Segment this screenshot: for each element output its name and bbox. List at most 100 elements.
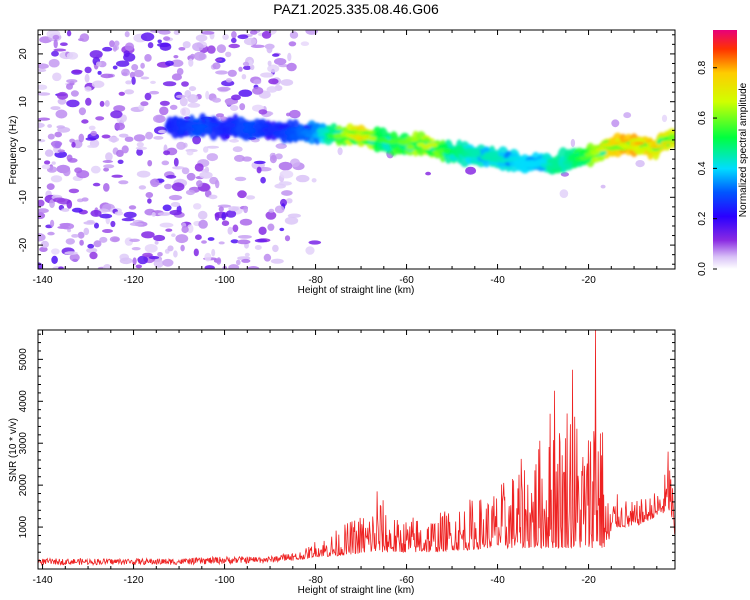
spectrogram-noise-blob xyxy=(231,37,237,44)
spectrogram-noise-blob xyxy=(124,136,134,142)
spectrogram-noise-blob xyxy=(66,99,80,108)
spectrogram-noise-blob xyxy=(168,194,183,201)
spectrogram-noise-blob xyxy=(188,58,194,67)
spectrogram-noise-blob xyxy=(186,172,196,181)
spectrogram-noise-blob xyxy=(77,231,85,239)
spectrogram-noise-blob xyxy=(281,190,293,196)
spectrogram-noise-blob xyxy=(215,70,228,75)
spectrogram-noise-blob xyxy=(179,97,188,107)
spectrogram-ridge-blob xyxy=(660,140,674,145)
spectrogram-noise-blob xyxy=(154,240,159,245)
spectrogram-noise-blob xyxy=(113,40,120,47)
spectrogram-noise-blob xyxy=(241,74,247,80)
spectrogram-noise-blob xyxy=(133,69,144,78)
spectrogram-noise-blob xyxy=(39,246,48,252)
spectrogram-xtick-label: -40 xyxy=(490,275,505,286)
spectrogram-noise-blob xyxy=(113,105,126,112)
spectrogram-noise-blob xyxy=(253,160,266,165)
spectrogram-noise-blob xyxy=(193,51,206,61)
spectrogram-noise-blob xyxy=(151,212,156,217)
spectrogram-noise-blob xyxy=(256,166,262,174)
spectrogram-noise-blob xyxy=(268,208,275,213)
spectrogram-ridge-blob xyxy=(252,123,262,129)
spectrogram-noise-blob xyxy=(128,205,137,210)
spectrogram-noise-blob xyxy=(279,227,285,232)
spectrogram-noise-blob xyxy=(148,256,160,260)
colorbar-tick-label: 0.8 xyxy=(697,60,708,74)
spectrogram-noise-blob xyxy=(147,42,154,49)
spectrogram-noise-blob xyxy=(216,257,222,265)
spectrogram-noise-blob xyxy=(103,164,115,169)
spectrogram-noise-blob xyxy=(194,163,204,172)
spectrogram-noise-blob xyxy=(112,45,118,52)
spectrogram-noise-blob xyxy=(57,98,67,105)
spectrogram-noise-blob xyxy=(198,219,208,229)
snr-xtick-label: -100 xyxy=(215,575,235,586)
spectrogram-noise-blob xyxy=(95,116,105,121)
spectrogram-noise-blob xyxy=(66,83,73,90)
spectrogram-xtick-label: -100 xyxy=(215,275,235,286)
spectrogram-noise-blob xyxy=(162,258,174,267)
spectrogram-noise-blob xyxy=(153,114,166,124)
spectrogram-ridge-blob xyxy=(406,144,415,150)
spectrogram-noise-blob xyxy=(203,146,209,153)
spectrogram-noise-blob xyxy=(465,166,477,175)
spectrogram-noise-blob xyxy=(145,131,154,140)
spectrogram-noise-blob xyxy=(227,226,233,235)
spectrogram-noise-blob xyxy=(88,125,96,131)
spectrogram-noise-blob xyxy=(51,255,58,264)
spectrogram-noise-blob xyxy=(181,81,189,87)
spectrogram-noise-blob xyxy=(185,189,196,196)
spectrogram-noise-blob xyxy=(71,207,83,213)
spectrogram-noise-blob xyxy=(102,46,113,52)
spectrogram-noise-blob xyxy=(38,63,49,69)
spectrogram-noise-blob xyxy=(91,80,105,88)
spectrogram-noise-blob xyxy=(140,62,145,69)
colorbar-tick-label: 0.6 xyxy=(697,111,708,125)
spectrogram-noise-blob xyxy=(165,228,173,232)
spectrogram-xlabel: Height of straight line (km) xyxy=(298,285,415,296)
spectrogram-noise-blob xyxy=(221,212,226,221)
spectrogram-noise-blob xyxy=(165,174,177,179)
spectrogram-noise-blob xyxy=(84,66,92,74)
spectrogram-noise-blob xyxy=(90,209,102,217)
spectrogram-noise-blob xyxy=(157,252,163,257)
spectrogram-noise-blob xyxy=(207,237,215,241)
spectrogram-noise-blob xyxy=(249,30,258,35)
spectrogram-noise-blob xyxy=(144,54,152,62)
spectrogram-noise-blob xyxy=(232,146,243,153)
spectrogram-noise-blob xyxy=(192,42,204,52)
spectrogram-noise-blob xyxy=(109,236,120,243)
spectrogram-noise-blob xyxy=(124,89,135,95)
spectrogram-noise-blob xyxy=(52,72,62,82)
spectrogram-noise-blob xyxy=(238,89,253,97)
spectrogram-noise-blob xyxy=(237,34,249,40)
spectrogram-noise-blob xyxy=(228,264,240,269)
spectrogram-noise-blob xyxy=(38,122,45,129)
spectrogram-noise-blob xyxy=(215,179,220,189)
spectrogram-noise-blob xyxy=(78,133,85,143)
spectrogram-noise-blob xyxy=(222,34,229,40)
spectrogram-noise-blob xyxy=(136,170,151,178)
spectrogram-ridge-blob xyxy=(535,158,547,165)
spectrogram-ridge-blob xyxy=(223,122,237,128)
spectrogram-noise-blob xyxy=(205,90,210,100)
spectrogram-noise-blob xyxy=(103,264,112,269)
spectrogram-noise-blob xyxy=(61,208,70,212)
spectrogram-noise-blob xyxy=(144,244,158,253)
spectrogram-noise-blob xyxy=(272,53,280,57)
snr-xtick-label: -20 xyxy=(581,575,596,586)
spectrogram-noise-blob xyxy=(227,69,237,77)
spectrogram-noise-blob xyxy=(560,172,570,177)
spectrogram-noise-blob xyxy=(38,212,46,220)
spectrogram-noise-blob xyxy=(197,210,208,220)
spectrogram-noise-blob xyxy=(178,47,186,51)
spectrogram-noise-blob xyxy=(147,198,152,204)
spectrogram-noise-blob xyxy=(300,41,310,46)
spectrogram-noise-blob xyxy=(116,149,124,157)
spectrogram-noise-blob xyxy=(124,31,130,38)
spectrogram-noise-blob xyxy=(38,84,48,90)
spectrogram-noise-blob xyxy=(58,266,64,269)
spectrogram-noise-blob xyxy=(274,183,287,189)
